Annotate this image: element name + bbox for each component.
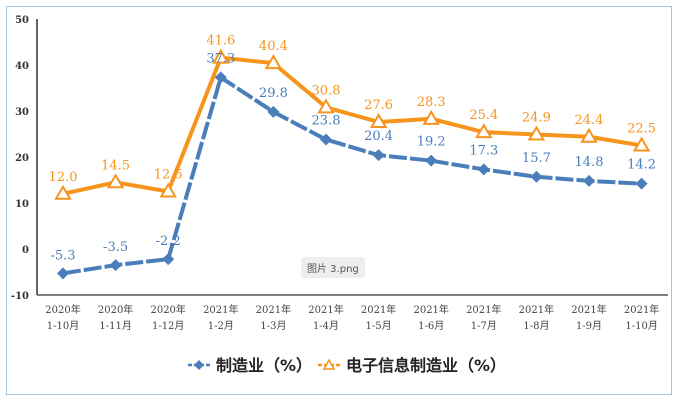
data-point-diamond [583, 174, 595, 187]
data-label: 19.2 [417, 135, 446, 150]
data-label: 29.8 [259, 86, 288, 101]
image-tooltip: 图片 3.png [301, 257, 365, 278]
x-tick-label: 1-2月 [208, 320, 234, 332]
x-tick-label: 1-3月 [260, 320, 286, 332]
legend-label: 制造业（%） [216, 356, 312, 375]
y-tick-label: 20 [15, 153, 29, 164]
data-label: 28.3 [417, 95, 446, 110]
x-tick-label: 2021年 [571, 303, 606, 316]
x-tick-label: 2021年 [466, 303, 501, 316]
data-point-triangle [580, 127, 598, 143]
legend-triangle-icon [322, 358, 336, 370]
data-label: 14.2 [627, 158, 656, 173]
data-point-diamond [109, 259, 122, 272]
data-point-diamond [57, 267, 69, 280]
data-point-triangle [159, 182, 177, 198]
y-tick-label: 10 [15, 199, 29, 210]
data-label: -2.2 [156, 234, 181, 249]
data-label: 25.4 [469, 108, 498, 123]
y-tick-label: 0 [22, 245, 29, 256]
y-tick-label: 30 [15, 107, 29, 118]
y-tick-label: 40 [15, 61, 29, 72]
y-tick-label: 50 [15, 15, 29, 26]
data-point-diamond [477, 163, 490, 176]
data-point-triangle [369, 113, 388, 129]
x-tick-label: 1-9月 [576, 320, 602, 332]
legend-diamond-icon [194, 360, 204, 370]
data-label: 14.8 [575, 155, 604, 170]
data-point-diamond [214, 71, 227, 84]
x-tick-label: 2021年 [624, 303, 659, 316]
data-label: 37.3 [206, 51, 235, 66]
data-point-diamond [267, 105, 280, 118]
data-point-triangle [632, 136, 651, 152]
x-tick-label: 2020年 [150, 303, 185, 316]
data-label: 40.4 [259, 39, 288, 54]
x-tick-label: 2021年 [308, 303, 343, 316]
data-label: 24.9 [522, 110, 551, 125]
data-point-diamond [372, 149, 385, 162]
x-tick-label: 2021年 [361, 303, 396, 316]
x-tick-label: 1-12月 [152, 320, 184, 332]
data-label: 14.5 [101, 158, 130, 173]
data-label: 27.6 [364, 98, 393, 113]
data-point-diamond [162, 253, 175, 266]
x-tick-label: 2021年 [413, 303, 448, 316]
series-line-1 [62, 55, 642, 196]
data-point-triangle [527, 125, 546, 141]
x-tick-label: 2020年 [98, 303, 133, 316]
data-label: 12.0 [49, 170, 78, 185]
x-tick-label: 2021年 [519, 303, 554, 316]
data-label: 22.5 [627, 122, 656, 137]
data-point-triangle [212, 48, 230, 64]
x-tick-label: 2021年 [256, 303, 291, 316]
legend-label: 电子信息制造业（%） [346, 356, 506, 375]
x-tick-label: 1-7月 [471, 320, 497, 332]
x-tick-label: 1-6月 [418, 320, 444, 332]
data-point-triangle [317, 98, 335, 114]
x-tick-label: 2020年 [45, 303, 80, 316]
data-point-triangle [106, 173, 125, 189]
x-tick-label: 1-11月 [99, 320, 131, 332]
data-point-triangle [422, 109, 440, 125]
series-line-0 [62, 74, 642, 276]
data-point-triangle [475, 123, 493, 139]
data-point-diamond [320, 133, 332, 146]
data-label: 30.8 [312, 83, 341, 98]
data-label: 12.5 [154, 168, 183, 183]
data-point-diamond [530, 170, 543, 183]
data-label: 20.4 [364, 129, 393, 144]
data-label: 15.7 [522, 151, 551, 166]
data-label: -5.3 [50, 248, 75, 263]
data-point-triangle [264, 54, 283, 70]
data-label: 41.6 [206, 34, 235, 49]
x-tick-label: 1-8月 [523, 320, 549, 332]
data-label: -3.5 [103, 240, 128, 255]
y-tick-label: -10 [11, 291, 29, 302]
x-tick-label: 2021年 [203, 303, 238, 316]
data-point-diamond [425, 154, 438, 167]
data-label: 24.4 [575, 113, 604, 128]
x-tick-label: 1-4月 [313, 320, 339, 332]
chart-frame [6, 6, 672, 395]
data-point-diamond [635, 177, 648, 190]
data-label: 23.8 [312, 114, 341, 129]
x-tick-label: 1-5月 [366, 320, 392, 332]
x-tick-label: 1-10月 [47, 320, 79, 332]
x-tick-label: 1-10月 [625, 320, 657, 332]
data-point-triangle [54, 184, 72, 200]
data-label: 17.3 [469, 143, 498, 158]
